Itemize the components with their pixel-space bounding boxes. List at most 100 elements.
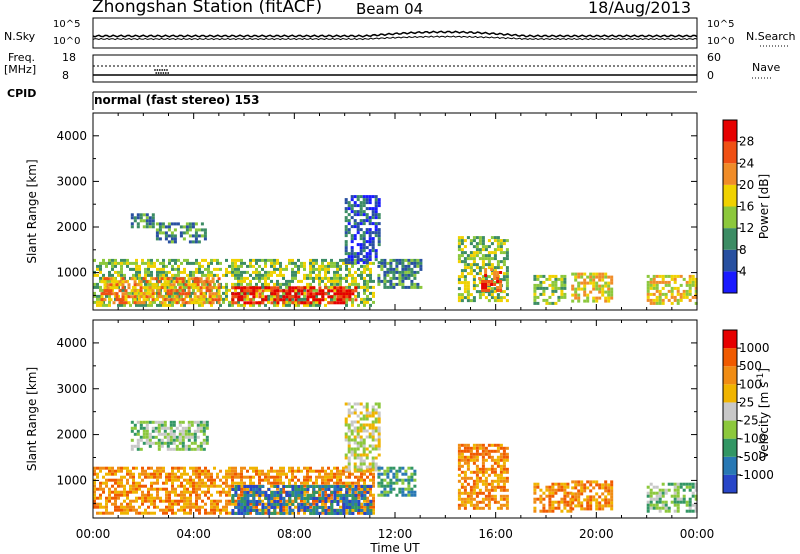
echo-cell xyxy=(279,294,282,298)
echo-cell xyxy=(330,496,333,500)
echo-cell xyxy=(583,498,587,502)
echo-cell xyxy=(359,441,363,445)
echo-cell xyxy=(96,294,99,298)
echo-cell xyxy=(222,505,225,509)
echo-cell xyxy=(197,240,201,244)
echo-cell xyxy=(348,487,351,491)
echo-cell xyxy=(324,512,328,515)
echo-cell xyxy=(306,488,310,491)
echo-cell xyxy=(138,496,141,500)
echo-cell xyxy=(398,466,402,470)
echo-cell xyxy=(366,491,370,494)
echo-cell xyxy=(655,497,659,501)
echo-cell xyxy=(161,231,165,235)
echo-cell xyxy=(211,277,215,281)
echo-cell xyxy=(339,276,342,280)
echo-cell xyxy=(267,286,271,290)
echo-cell xyxy=(181,280,185,284)
echo-cell xyxy=(156,490,159,494)
echo-cell xyxy=(129,484,132,488)
echo-cell xyxy=(363,285,366,289)
echo-cell xyxy=(536,295,540,299)
echo-cell xyxy=(457,473,461,477)
echo-cell xyxy=(484,488,488,492)
freq-tick-top: 18 xyxy=(62,51,76,64)
echo-cell xyxy=(208,283,212,287)
echo-cell xyxy=(345,506,349,509)
echo-cell xyxy=(327,512,331,515)
echo-cell xyxy=(156,258,159,262)
echo-cell xyxy=(136,438,140,442)
echo-cell xyxy=(186,478,189,482)
echo-cell xyxy=(168,261,171,265)
echo-cell xyxy=(208,292,212,296)
echo-cell xyxy=(157,441,161,445)
echo-cell xyxy=(649,506,653,510)
echo-cell xyxy=(563,274,567,278)
echo-cell xyxy=(571,486,575,490)
echo-cell xyxy=(365,240,369,244)
echo-cell xyxy=(389,279,393,283)
echo-cell xyxy=(267,276,270,280)
echo-cell xyxy=(270,301,274,305)
echo-cell xyxy=(169,420,173,424)
echo-cell xyxy=(475,455,479,459)
echo-cell xyxy=(183,502,186,506)
echo-cell xyxy=(658,506,662,510)
echo-cell xyxy=(369,285,372,289)
echo-cell xyxy=(362,447,366,451)
echo-cell xyxy=(312,502,315,506)
echo-cell xyxy=(339,475,342,479)
echo-cell xyxy=(369,512,373,515)
echo-cell xyxy=(499,446,503,450)
echo-cell xyxy=(315,475,318,479)
echo-cell xyxy=(472,488,476,492)
echo-cell xyxy=(189,261,192,265)
echo-cell xyxy=(460,452,464,456)
echo-cell xyxy=(589,501,593,505)
echo-cell xyxy=(691,491,695,495)
echo-cell xyxy=(551,301,555,305)
echo-cell xyxy=(303,264,306,268)
echo-cell xyxy=(276,273,279,277)
echo-cell xyxy=(118,289,122,293)
echo-cell xyxy=(551,509,555,513)
echo-cell xyxy=(174,511,177,515)
echo-cell xyxy=(312,509,316,512)
echo-cell xyxy=(222,291,225,295)
echo-cell xyxy=(202,292,206,296)
echo-cell xyxy=(380,279,384,283)
echo-cell xyxy=(240,500,244,503)
nsearch-trace xyxy=(92,35,698,41)
echo-cell xyxy=(306,502,309,506)
echo-cell xyxy=(658,274,662,278)
echo-cell xyxy=(539,283,543,287)
echo-cell xyxy=(374,429,378,433)
echo-cell xyxy=(344,252,348,256)
echo-cell xyxy=(372,279,375,283)
echo-cell xyxy=(589,504,593,508)
echo-cell xyxy=(472,287,476,291)
echo-cell xyxy=(231,264,234,268)
echo-cell xyxy=(234,469,237,473)
echo-cell xyxy=(542,286,546,290)
echo-cell xyxy=(240,279,243,283)
echo-cell xyxy=(126,505,129,509)
echo-cell xyxy=(216,508,219,512)
echo-cell xyxy=(493,497,497,501)
echo-cell xyxy=(195,484,198,488)
echo-cell xyxy=(240,478,243,482)
echo-cell xyxy=(318,276,321,280)
echo-cell xyxy=(118,283,122,287)
echo-cell xyxy=(383,493,387,497)
echo-cell xyxy=(225,285,228,289)
echo-cell xyxy=(132,484,135,488)
echo-cell xyxy=(270,466,273,470)
echo-cell xyxy=(496,245,500,249)
echo-cell xyxy=(457,452,461,456)
echo-cell xyxy=(165,505,168,509)
echo-cell xyxy=(93,472,96,476)
echo-cell xyxy=(279,512,283,515)
echo-cell xyxy=(105,508,108,512)
echo-cell xyxy=(496,263,500,267)
